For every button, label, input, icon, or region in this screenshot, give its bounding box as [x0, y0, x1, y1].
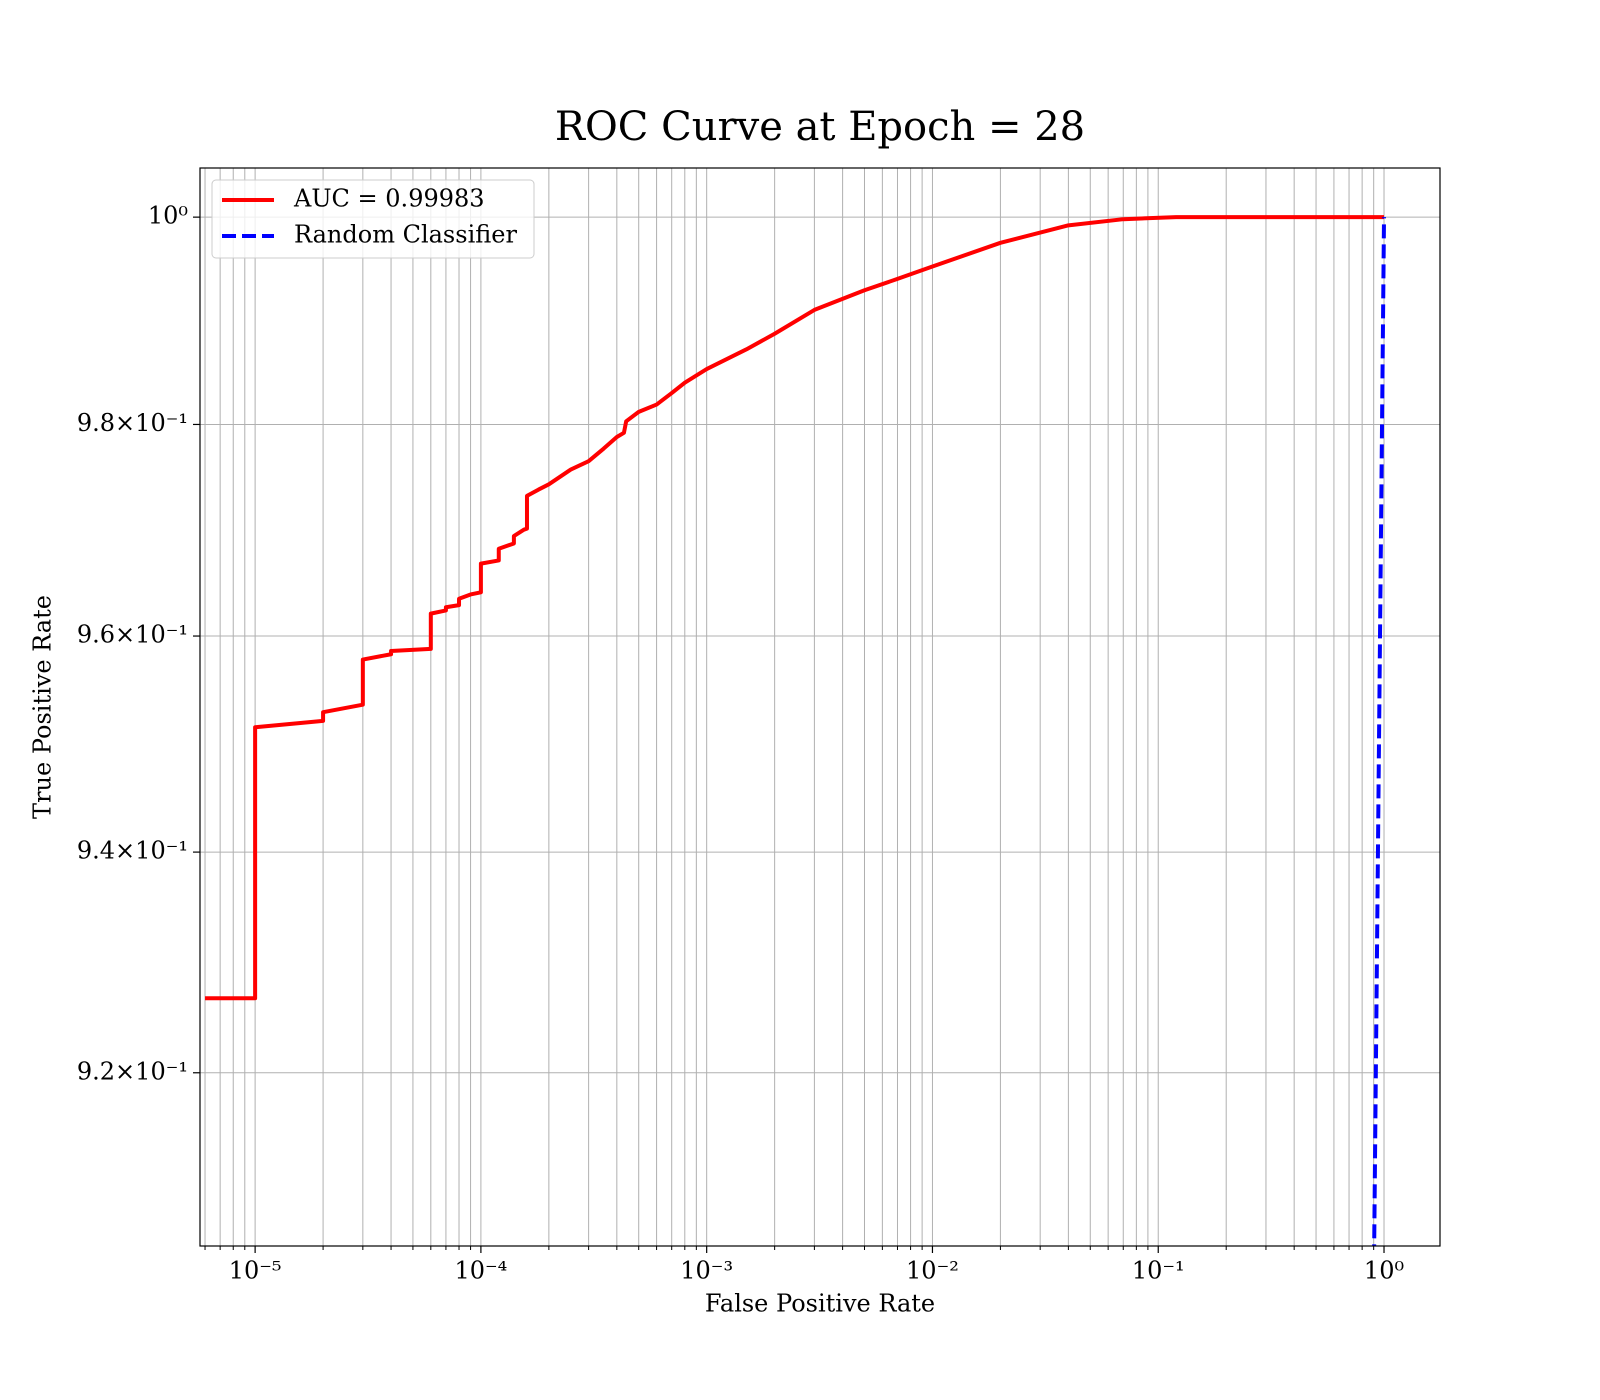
- y-tick-label: 9.2×10⁻¹: [77, 1057, 188, 1085]
- y-tick-label: 9.6×10⁻¹: [77, 621, 188, 649]
- chart-title: ROC Curve at Epoch = 28: [555, 104, 1085, 150]
- y-tick-label: 10⁰: [148, 202, 188, 230]
- legend-label: Random Classifier: [294, 221, 517, 249]
- plot-frame: [199, 167, 1441, 1247]
- x-tick-label: 10⁻²: [906, 1257, 959, 1285]
- legend-frame: [211, 179, 535, 259]
- x-tick-label: 10⁰: [1364, 1257, 1404, 1285]
- y-axis-label: True Positive Rate: [29, 595, 57, 819]
- roc-line: [1372, 217, 1387, 1246]
- y-tick-label: 9.8×10⁻¹: [77, 409, 188, 437]
- x-tick-label: 10⁻³: [680, 1257, 733, 1285]
- x-tick-label: 10⁻⁴: [454, 1257, 507, 1285]
- y-tick-label: 9.4×10⁻¹: [77, 837, 188, 865]
- x-tick-label: 10⁻⁵: [229, 1257, 282, 1285]
- roc-line: [205, 215, 1385, 1001]
- x-axis-label: False Positive Rate: [705, 1290, 935, 1318]
- legend-label: AUC = 0.99983: [293, 185, 485, 213]
- x-tick-label: 10⁻¹: [1132, 1257, 1185, 1285]
